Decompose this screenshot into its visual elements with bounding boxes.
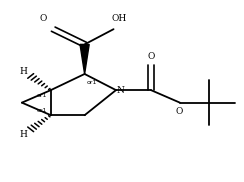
Text: O: O	[176, 108, 183, 116]
Text: or1: or1	[87, 80, 97, 85]
Text: N: N	[116, 86, 124, 95]
Polygon shape	[80, 44, 89, 74]
Text: H: H	[19, 130, 27, 139]
Text: OH: OH	[112, 14, 127, 23]
Text: or1: or1	[37, 108, 48, 112]
Text: O: O	[40, 14, 47, 23]
Text: or1: or1	[37, 93, 48, 98]
Text: O: O	[147, 52, 155, 61]
Text: H: H	[19, 67, 27, 76]
